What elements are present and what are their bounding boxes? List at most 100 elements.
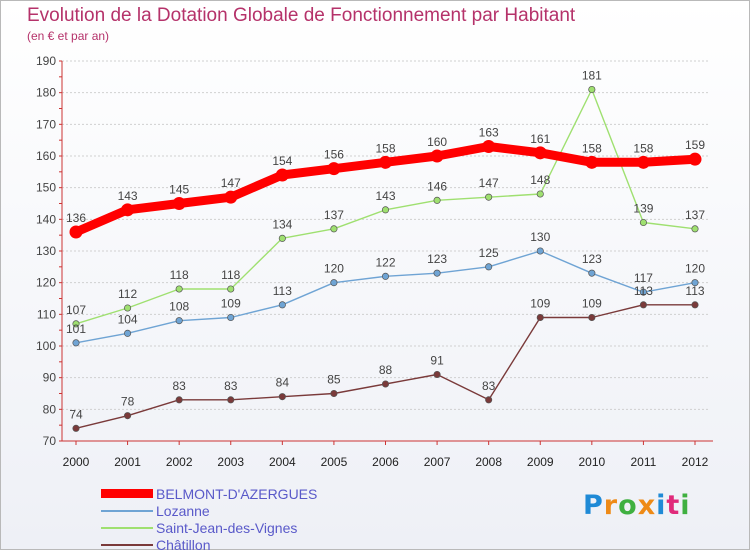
x-tick-label: 2001 — [114, 455, 141, 469]
data-point — [330, 279, 338, 287]
data-label: 108 — [169, 300, 189, 314]
data-point — [482, 140, 496, 153]
data-point — [588, 269, 596, 277]
data-label: 163 — [479, 126, 499, 140]
data-point — [379, 155, 392, 169]
data-label: 130 — [530, 230, 550, 244]
data-point — [585, 155, 599, 169]
legend-label: Lozanne — [156, 502, 210, 519]
y-tick-label: 150 — [36, 181, 56, 195]
data-label: 118 — [221, 268, 240, 282]
data-point — [227, 313, 235, 322]
y-tick-label: 70 — [43, 434, 57, 448]
data-point — [691, 225, 699, 233]
data-point — [224, 190, 238, 204]
data-point — [588, 85, 596, 94]
data-label: 158 — [633, 141, 653, 155]
data-point — [124, 329, 132, 337]
data-label: 156 — [324, 148, 344, 162]
data-point — [639, 218, 647, 227]
data-label: 181 — [582, 69, 602, 83]
data-label: 85 — [327, 373, 341, 387]
y-tick-label: 90 — [43, 371, 57, 385]
logo-letter: i — [656, 490, 667, 521]
logo-letter: t — [666, 490, 681, 521]
y-tick-label: 110 — [37, 307, 56, 321]
data-point — [124, 304, 132, 312]
logo-letter: o — [618, 490, 638, 521]
x-tick-label: 2012 — [682, 455, 709, 469]
data-label: 101 — [66, 322, 86, 336]
legend: BELMONT-D'AZERGUES Lozanne Saint-Jean-des-… — [101, 485, 317, 553]
data-point — [381, 272, 390, 280]
legend-item: BELMONT-D'AZERGUES — [101, 485, 317, 502]
data-label: 143 — [375, 189, 395, 203]
data-label: 158 — [375, 141, 395, 155]
data-point — [430, 149, 444, 163]
data-point — [536, 190, 544, 198]
data-point — [172, 197, 186, 210]
data-label: 120 — [685, 262, 705, 276]
data-label: 134 — [272, 217, 292, 231]
data-point — [485, 263, 493, 271]
data-label: 123 — [582, 252, 602, 266]
data-point — [275, 168, 289, 182]
data-label: 109 — [582, 297, 602, 311]
data-point — [330, 389, 338, 398]
line-chart: 70 80 90 100 110 120 130 140 150 160 170 180 190 2000… — [36, 54, 713, 469]
x-tick-label: 2009 — [527, 455, 554, 469]
data-label: 83 — [224, 379, 238, 393]
data-label: 147 — [479, 176, 499, 190]
data-label: 137 — [324, 208, 344, 222]
data-point — [433, 196, 441, 204]
logo-letter: P — [583, 490, 604, 521]
x-tick-label: 2002 — [166, 455, 193, 469]
data-point — [278, 234, 286, 242]
data-label: 136 — [66, 211, 86, 225]
data-point — [121, 203, 135, 217]
x-tick-label: 2004 — [269, 455, 296, 469]
data-label: 84 — [276, 376, 290, 390]
data-label: 147 — [221, 176, 241, 190]
data-label: 159 — [685, 138, 705, 152]
data-label: 113 — [273, 284, 292, 298]
data-point — [536, 247, 544, 255]
data-point — [688, 152, 702, 166]
data-label: 158 — [582, 141, 602, 155]
x-tick-label: 2006 — [372, 455, 399, 469]
data-label: 120 — [324, 262, 344, 276]
legend-item: Châtillon — [101, 536, 317, 553]
data-point — [691, 301, 699, 309]
legend-item: Lozanne — [101, 502, 317, 519]
data-point — [588, 313, 596, 322]
data-label: 161 — [530, 132, 550, 146]
data-point — [536, 313, 544, 322]
data-label: 109 — [221, 297, 241, 311]
logo-letter: x — [637, 490, 657, 521]
data-point — [278, 301, 286, 309]
data-point — [227, 285, 235, 293]
y-tick-label: 170 — [36, 117, 56, 131]
data-point — [381, 380, 390, 388]
data-label: 123 — [427, 252, 447, 266]
data-point — [330, 225, 338, 233]
data-point — [175, 285, 183, 293]
series-layer — [69, 85, 702, 432]
legend-swatch — [101, 489, 153, 498]
data-label: 83 — [482, 379, 496, 393]
x-tick-label: 2008 — [475, 455, 502, 469]
data-label-layer: 101 104 108 109 113 120 122 123 125 130 123 117 120 1… — [66, 69, 705, 422]
x-tick-label: 2010 — [578, 455, 605, 469]
chart-subtitle: (en € et par an) — [27, 29, 110, 43]
data-label: 160 — [427, 135, 447, 149]
data-label: 104 — [118, 312, 138, 326]
data-label: 88 — [379, 363, 393, 377]
y-tick-label: 140 — [36, 212, 56, 226]
data-label: 83 — [172, 379, 186, 393]
data-label: 122 — [375, 255, 395, 269]
data-point — [485, 193, 493, 201]
y-tick-label: 120 — [36, 276, 56, 290]
data-label: 146 — [427, 179, 447, 193]
data-point — [433, 370, 441, 379]
